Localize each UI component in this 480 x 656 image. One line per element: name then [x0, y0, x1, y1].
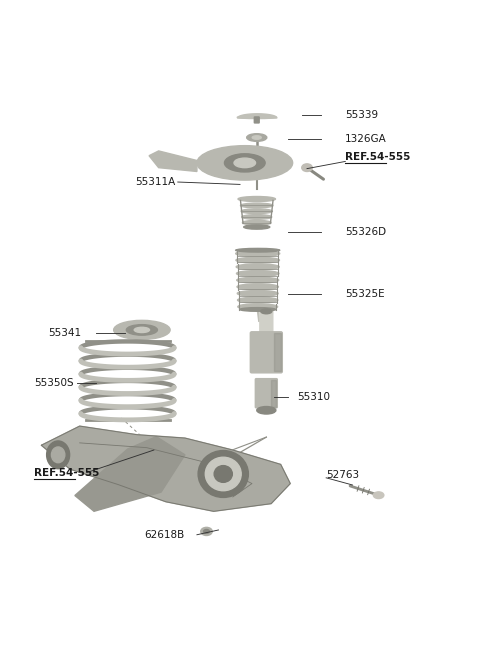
Ellipse shape: [237, 277, 279, 283]
Text: 55311A: 55311A: [135, 177, 175, 187]
Ellipse shape: [237, 116, 276, 119]
Ellipse shape: [205, 457, 241, 491]
Ellipse shape: [242, 215, 272, 219]
Ellipse shape: [237, 284, 278, 290]
Ellipse shape: [241, 209, 272, 214]
Ellipse shape: [244, 225, 270, 229]
FancyBboxPatch shape: [250, 332, 282, 373]
Ellipse shape: [240, 203, 273, 208]
Ellipse shape: [126, 325, 157, 335]
Ellipse shape: [237, 291, 278, 297]
Polygon shape: [75, 437, 185, 511]
Ellipse shape: [261, 309, 272, 314]
Text: 55326D: 55326D: [345, 227, 386, 237]
Text: 55339: 55339: [345, 110, 378, 120]
Ellipse shape: [236, 249, 280, 252]
Text: REF.54-555: REF.54-555: [34, 468, 99, 478]
Ellipse shape: [201, 527, 212, 535]
Ellipse shape: [134, 327, 150, 333]
Ellipse shape: [236, 257, 279, 263]
FancyBboxPatch shape: [255, 379, 277, 408]
Ellipse shape: [238, 297, 278, 303]
Text: 55325E: 55325E: [345, 289, 385, 300]
Text: 55310: 55310: [298, 392, 330, 402]
Ellipse shape: [234, 158, 255, 168]
Ellipse shape: [236, 251, 280, 256]
Ellipse shape: [51, 447, 65, 462]
Ellipse shape: [237, 270, 279, 276]
Ellipse shape: [373, 492, 384, 499]
Text: 55350S: 55350S: [34, 378, 74, 388]
Ellipse shape: [242, 220, 271, 225]
Ellipse shape: [236, 264, 279, 270]
Text: 62618B: 62618B: [144, 530, 184, 540]
Ellipse shape: [197, 146, 293, 180]
Polygon shape: [41, 426, 290, 511]
FancyBboxPatch shape: [254, 117, 259, 123]
Ellipse shape: [47, 441, 70, 468]
Text: 55341: 55341: [48, 328, 82, 338]
Ellipse shape: [214, 466, 232, 482]
Ellipse shape: [238, 197, 276, 201]
Ellipse shape: [240, 308, 276, 312]
Ellipse shape: [204, 529, 209, 533]
Ellipse shape: [198, 451, 248, 497]
Ellipse shape: [225, 154, 265, 172]
Ellipse shape: [257, 407, 276, 414]
Text: 1326GA: 1326GA: [345, 134, 387, 144]
Ellipse shape: [302, 164, 312, 171]
Text: 52763: 52763: [326, 470, 359, 480]
Ellipse shape: [247, 134, 267, 141]
FancyBboxPatch shape: [260, 310, 273, 356]
Ellipse shape: [114, 320, 170, 340]
Text: REF.54-555: REF.54-555: [345, 152, 411, 161]
Polygon shape: [149, 151, 197, 171]
Ellipse shape: [238, 304, 277, 310]
Ellipse shape: [252, 136, 261, 139]
